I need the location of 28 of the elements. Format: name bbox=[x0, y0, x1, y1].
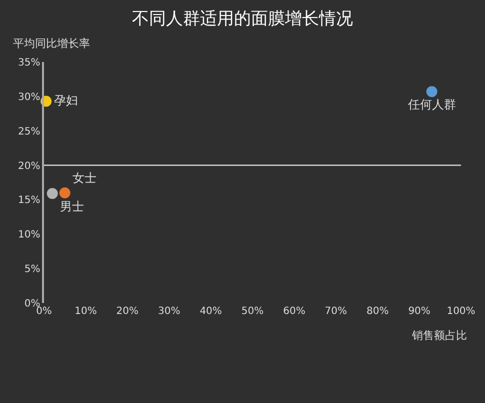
point bbox=[426, 86, 438, 98]
series-label: 女士 bbox=[72, 170, 97, 185]
x-tick-label: 70% bbox=[324, 306, 348, 317]
chart-title: 不同人群适用的面膜增长情况 bbox=[132, 8, 353, 29]
y-axis-title: 平均同比增长率 bbox=[13, 37, 90, 50]
x-tick-label: 50% bbox=[241, 306, 264, 317]
y-tick-label: 25% bbox=[18, 126, 40, 138]
x-tick-label: 0% bbox=[36, 306, 52, 317]
y-tick-label: 5% bbox=[24, 264, 40, 276]
x-tick-label: 40% bbox=[200, 306, 222, 317]
series-label: 任何人群 bbox=[406, 97, 456, 112]
y-tick-label: 10% bbox=[18, 230, 40, 241]
x-tick-label: 60% bbox=[283, 306, 306, 317]
point bbox=[46, 188, 58, 200]
point bbox=[59, 187, 70, 198]
x-tick-label: 30% bbox=[158, 306, 180, 317]
series-label: 孕妇 bbox=[54, 93, 78, 108]
x-tick-label: 100% bbox=[446, 306, 476, 317]
x-tick-label: 90% bbox=[408, 306, 430, 317]
x-tick-label: 80% bbox=[366, 306, 389, 317]
x-tick-label: 10% bbox=[74, 306, 97, 317]
series-label: 男士 bbox=[60, 199, 84, 214]
x-axis-title: 销售额占比 bbox=[411, 329, 467, 342]
y-tick-label: 30% bbox=[18, 92, 40, 103]
y-tick-label: 35% bbox=[18, 58, 40, 68]
y-tick-label: 20% bbox=[18, 160, 40, 172]
y-tick-label: 15% bbox=[18, 195, 40, 206]
x-tick-label: 20% bbox=[116, 306, 139, 317]
